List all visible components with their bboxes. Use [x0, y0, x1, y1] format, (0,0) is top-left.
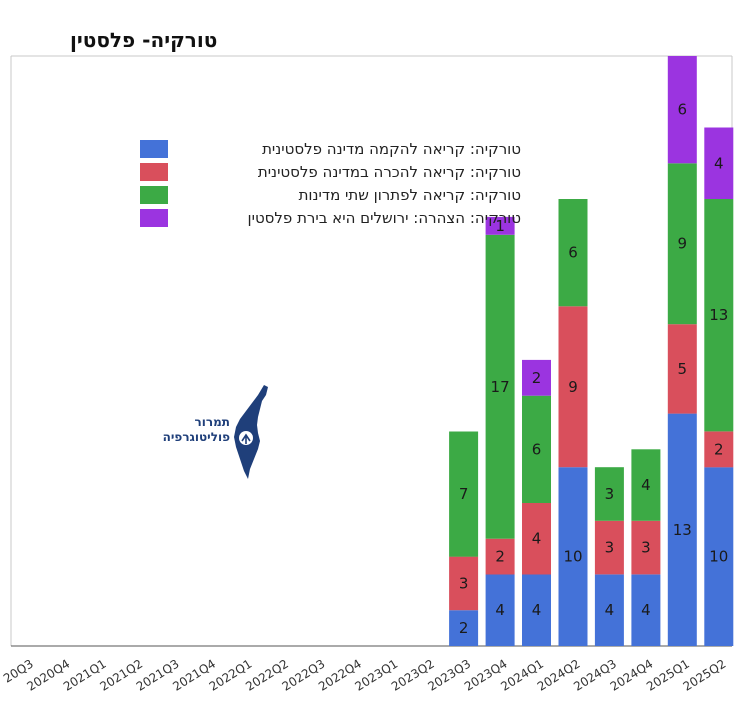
legend-label: טורקיה: קריאה לפתרון שתי מדינות: [298, 185, 521, 204]
bar-segment-2024Q1-s3: [522, 359, 551, 396]
bar-segment-2023Q3-s2: [449, 431, 479, 557]
bar-segment-2024Q2-s0: [558, 467, 588, 646]
bar-segment-2025Q2-s2: [704, 199, 734, 432]
legend-label: טורקיה: קריאה להקמה מדינה פלסטינית: [262, 139, 521, 158]
data-label-2024Q2-s0: 10: [563, 548, 582, 566]
bar-segment-2023Q4-s0: [485, 574, 515, 646]
bar-segment-2023Q3-s1: [449, 556, 479, 611]
data-label-2024Q3-s0: 4: [605, 601, 615, 619]
legend-label: טורקיה: קריאה להכרה במדינה פלסטינית: [257, 162, 521, 181]
logo-text: תמרור פוליטוגרפיה: [140, 415, 230, 445]
tamrur-logo: תמרור פוליטוגרפיה: [140, 383, 270, 483]
bar-segment-2024Q2-s2: [558, 199, 588, 307]
data-label-2024Q3-s2: 3: [605, 485, 615, 503]
bar-segment-2024Q4-s2: [631, 449, 661, 521]
data-label-2023Q4-s3: 1: [495, 217, 505, 235]
legend-swatch: [140, 162, 168, 181]
legend-swatch: [140, 185, 168, 204]
legend-swatch: [140, 208, 168, 227]
legend-item-3: טורקיה: הצהרה: ירושלים היא בירת פלסטין: [140, 206, 525, 229]
legend-swatch: [140, 139, 168, 158]
bar-segment-2024Q4-s1: [631, 520, 661, 575]
bar-segment-2025Q1-s1: [667, 324, 697, 414]
bar-segment-2023Q4-s1: [485, 538, 515, 575]
data-label-2024Q4-s0: 4: [641, 601, 651, 619]
data-label-2025Q1-s0: 13: [673, 521, 692, 539]
bar-segment-2025Q2-s0: [704, 467, 734, 646]
data-label-2025Q2-s3: 4: [714, 154, 724, 172]
data-label-2024Q3-s1: 3: [605, 539, 615, 557]
bar-segment-2025Q1-s2: [667, 163, 697, 325]
bar-segment-2025Q2-s3: [704, 127, 734, 199]
bar-segment-2024Q3-s0: [594, 574, 624, 646]
bar-segment-2024Q1-s2: [522, 395, 551, 503]
data-label-2023Q4-s2: 17: [491, 378, 510, 396]
data-label-2023Q4-s1: 2: [495, 548, 505, 566]
chart-legend: טורקיה: קריאה להקמה מדינה פלסטינית טורקיה…: [140, 137, 525, 229]
data-label-2024Q1-s2: 6: [532, 440, 542, 458]
data-label-2024Q2-s2: 6: [568, 244, 578, 262]
legend-item-0: טורקיה: קריאה להקמה מדינה פלסטינית: [140, 137, 525, 160]
legend-item-2: טורקיה: קריאה לפתרון שתי מדינות: [140, 183, 525, 206]
data-label-2024Q1-s0: 4: [532, 601, 542, 619]
bar-segment-2024Q3-s1: [594, 520, 624, 575]
bar-segment-2024Q1-s1: [522, 503, 551, 575]
legend-label: טורקיה: הצהרה: ירושלים היא בירת פלסטין: [247, 208, 522, 227]
bar-segment-2025Q1-s0: [667, 413, 697, 646]
bar-segment-2023Q4-s2: [485, 234, 515, 539]
israel-map-icon: [234, 385, 268, 479]
bar-segment-2025Q1-s3: [667, 56, 697, 164]
logo-line-2: פוליטוגרפיה: [162, 430, 230, 444]
bar-segment-2024Q4-s0: [631, 574, 661, 646]
data-label-2024Q4-s2: 4: [641, 476, 651, 494]
bar-segment-2023Q4-s3: [485, 216, 515, 235]
data-label-2023Q3-s1: 3: [459, 574, 469, 592]
bar-segment-2023Q3-s0: [449, 610, 479, 646]
data-label-2023Q3-s2: 7: [459, 485, 469, 503]
data-label-2024Q4-s1: 3: [641, 539, 651, 557]
legend-item-1: טורקיה: קריאה להכרה במדינה פלסטינית: [140, 160, 525, 183]
logo-line-1: תמרור: [194, 415, 230, 429]
data-label-2025Q1-s1: 5: [678, 360, 688, 378]
bar-segment-2024Q2-s1: [558, 306, 588, 468]
data-label-2024Q1-s3: 2: [532, 369, 542, 387]
data-label-2025Q2-s0: 10: [709, 548, 728, 566]
bar-segment-2025Q2-s1: [704, 431, 734, 468]
data-label-2025Q2-s1: 2: [714, 440, 724, 458]
data-label-2025Q1-s3: 6: [678, 101, 688, 119]
bar-segment-2024Q1-s0: [522, 574, 551, 646]
data-label-2023Q3-s0: 2: [459, 619, 469, 637]
bar-segment-2024Q3-s2: [594, 467, 624, 521]
data-label-2024Q1-s1: 4: [532, 530, 542, 548]
data-label-2024Q2-s1: 9: [568, 378, 578, 396]
data-label-2025Q2-s2: 13: [709, 306, 728, 324]
data-label-2025Q1-s2: 9: [678, 235, 688, 253]
chart-title: טורקיה- פלסטין: [70, 28, 218, 52]
data-label-2023Q4-s0: 4: [495, 601, 505, 619]
